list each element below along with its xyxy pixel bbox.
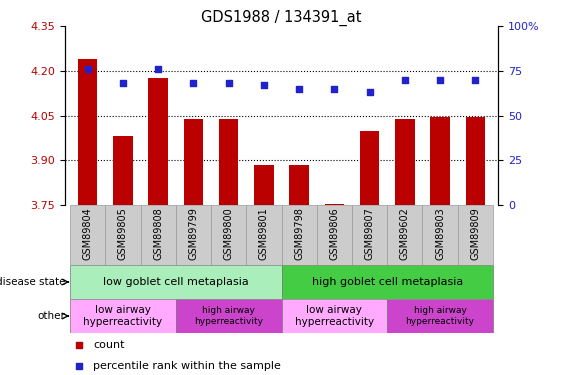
Text: low goblet cell metaplasia: low goblet cell metaplasia [103,277,249,287]
Bar [282,299,387,333]
Bar [254,165,274,205]
Bar [184,118,203,205]
Point [400,77,409,83]
Point [224,81,233,87]
Bar [149,78,168,205]
Bar [458,205,493,265]
Bar [105,205,141,265]
Text: GSM89809: GSM89809 [470,207,480,260]
Text: GSM89798: GSM89798 [294,207,304,260]
Point [154,66,163,72]
Text: GSM89801: GSM89801 [259,207,269,260]
Bar [176,299,282,333]
Bar [282,205,317,265]
Bar [70,205,105,265]
Bar [70,265,282,299]
Bar [70,299,176,333]
Text: low airway
hyperreactivity: low airway hyperreactivity [295,305,374,327]
Point [189,81,198,87]
Bar [422,205,458,265]
Point [471,77,480,83]
Text: high airway
hyperreactivity: high airway hyperreactivity [405,306,475,326]
Title: GDS1988 / 134391_at: GDS1988 / 134391_at [201,10,362,26]
Bar [317,205,352,265]
Bar [289,165,309,205]
Bar [395,118,414,205]
Point [260,82,269,88]
Text: GSM89808: GSM89808 [153,207,163,260]
Bar [211,205,246,265]
Text: GSM89806: GSM89806 [329,207,339,260]
Point [83,66,92,72]
Text: GSM89805: GSM89805 [118,207,128,260]
Text: GSM89799: GSM89799 [189,207,198,260]
Bar [387,299,493,333]
Bar [352,205,387,265]
Bar [246,205,282,265]
Point [294,86,303,92]
Text: disease state: disease state [0,277,65,287]
Point [330,86,339,92]
Bar [219,118,238,205]
Text: GSM89803: GSM89803 [435,207,445,260]
Text: count: count [93,340,124,350]
Bar [387,205,422,265]
Text: high goblet cell metaplasia: high goblet cell metaplasia [311,277,463,287]
Bar [282,265,493,299]
Text: GSM89800: GSM89800 [224,207,234,260]
Point [365,89,374,95]
Point [436,77,445,83]
Bar [360,130,379,205]
Text: GSM89804: GSM89804 [83,207,93,260]
Text: GSM89807: GSM89807 [365,207,374,260]
Bar [325,204,344,205]
Text: percentile rank within the sample: percentile rank within the sample [93,361,281,371]
Text: GSM89602: GSM89602 [400,207,410,260]
Text: high airway
hyperreactivity: high airway hyperreactivity [194,306,263,326]
Bar [466,117,485,205]
Point [118,81,127,87]
Bar [113,136,133,205]
Text: other: other [38,311,65,321]
Text: low airway
hyperreactivity: low airway hyperreactivity [83,305,163,327]
Bar [141,205,176,265]
Bar [176,205,211,265]
Bar [430,117,450,205]
Bar [78,59,97,205]
